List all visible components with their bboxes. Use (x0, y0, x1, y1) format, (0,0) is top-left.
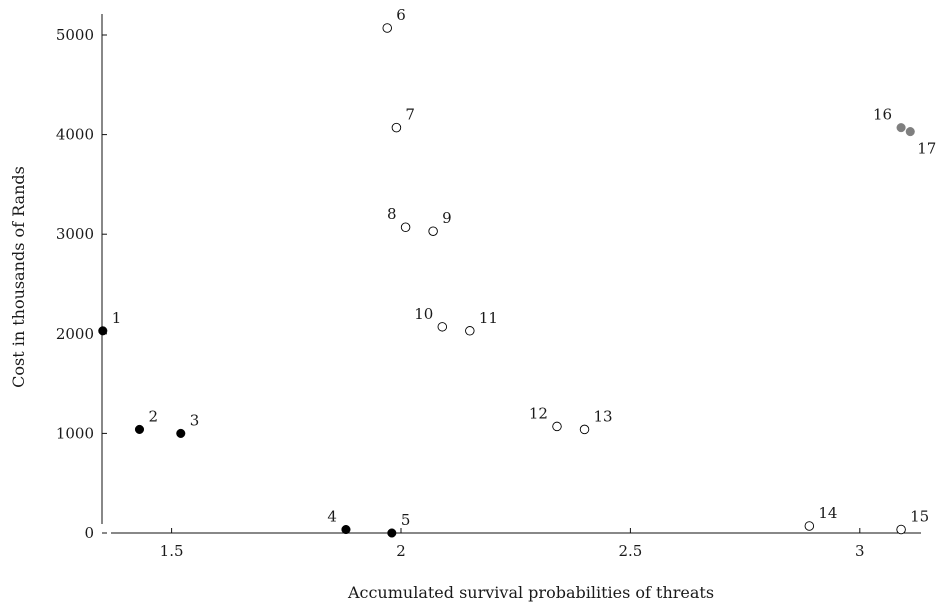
data-point (98, 326, 108, 336)
point-label: 4 (327, 508, 337, 526)
point-label: 16 (873, 106, 892, 124)
y-tick-label: 3000 (56, 225, 94, 243)
data-point (387, 528, 397, 538)
data-point (382, 23, 392, 33)
point-label: 15 (910, 508, 929, 526)
data-point (896, 524, 906, 535)
x-tick-label: 1.5 (160, 542, 184, 560)
y-tick-label: 1000 (56, 424, 94, 442)
data-points: 1234567891011121314151617181920212223242… (98, 6, 936, 538)
point-label: 11 (479, 309, 498, 327)
point-label: 9 (442, 209, 452, 227)
data-point (391, 122, 402, 133)
point-label: 8 (387, 205, 397, 223)
data-point (437, 322, 448, 332)
point-label: 1 (112, 309, 122, 327)
y-tick-label: 0 (84, 524, 94, 542)
point-label: 14 (818, 504, 837, 522)
x-axis-label: Accumulated survival probabilities of th… (347, 583, 714, 602)
data-point (400, 222, 411, 232)
y-tick-label: 2000 (56, 325, 94, 343)
point-label: 5 (401, 511, 411, 529)
data-point (428, 226, 438, 236)
point-label: 7 (405, 106, 415, 124)
x-tick-label: 2.5 (618, 542, 642, 560)
data-point (896, 123, 906, 133)
point-label: 2 (148, 407, 158, 425)
x-tick-label: 3 (855, 542, 865, 560)
x-tick-label: 2 (396, 542, 406, 560)
data-point (905, 127, 915, 137)
data-point (465, 326, 475, 336)
point-label: 3 (190, 411, 200, 429)
y-axis-label: Cost in thousands of Rands (9, 166, 28, 388)
data-point (552, 421, 562, 432)
point-label: 17 (917, 140, 936, 158)
y-tick-label: 5000 (56, 26, 94, 44)
data-point (176, 428, 186, 438)
data-point (134, 424, 145, 434)
point-label: 13 (594, 407, 613, 425)
point-label: 6 (396, 6, 406, 24)
data-point (804, 521, 815, 531)
data-point (341, 524, 351, 535)
y-tick-label: 4000 (56, 126, 94, 144)
point-label: 12 (529, 404, 548, 422)
axes: 1.522.533.544.5010002000300040005000 (56, 14, 921, 560)
point-label: 10 (414, 305, 433, 323)
data-point (579, 424, 590, 435)
